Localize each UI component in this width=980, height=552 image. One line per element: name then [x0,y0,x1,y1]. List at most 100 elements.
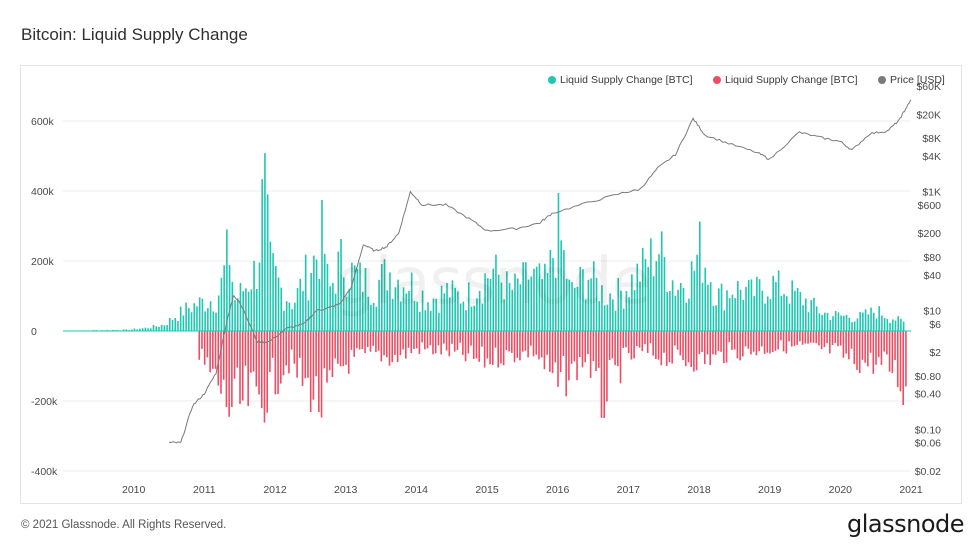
positive-bar [549,249,552,331]
positive-bar [429,311,432,331]
negative-bar [309,331,312,412]
negative-bar [440,331,442,355]
positive-bar [288,302,291,331]
negative-bar [410,331,413,354]
positive-bar [590,278,592,331]
negative-bar [521,331,524,352]
price-line [168,99,912,444]
legend-item-negative[interactable]: Liquid Supply Change [BTC] [713,74,858,86]
negative-bar [269,331,271,373]
positive-bar [133,328,136,331]
negative-bar [703,331,706,365]
positive-bar [840,315,842,331]
negative-bar [801,331,804,345]
negative-bar [877,331,880,358]
positive-bar [628,297,630,331]
negative-bar [592,331,595,362]
positive-bar [579,266,582,331]
positive-bar [299,278,302,331]
legend-item-positive[interactable]: Liquid Supply Change [BTC] [548,74,693,86]
positive-bar [783,294,785,331]
negative-bar [894,331,896,360]
positive-bar [413,301,416,331]
positive-bar [614,310,617,331]
positive-bar [478,290,481,331]
positive-bar [454,287,456,331]
positive-bar [266,194,269,331]
legend-label: Price [USD] [890,74,945,86]
positive-bar [152,324,155,331]
positive-bar [348,288,350,331]
positive-bar [370,304,372,331]
positive-bar [171,319,174,331]
negative-bar [233,331,236,379]
positive-bar [737,280,739,331]
positive-bar [891,319,894,331]
negative-bar [394,331,396,355]
positive-bar [364,268,367,331]
positive-bar [139,328,141,331]
positive-bar [704,267,707,331]
negative-bar [804,331,807,344]
negative-bar [502,331,505,366]
positive-bar [397,279,399,331]
negative-bar [896,331,899,388]
positive-bar [864,309,867,331]
positive-bar [160,324,163,331]
positive-bar [810,300,813,331]
gray-dot-icon [878,76,886,84]
negative-bar [657,331,660,360]
brand-logo: glassnode [847,510,965,538]
x-tick-label: 2013 [334,484,358,496]
negative-bar [606,331,608,402]
negative-bar [486,331,489,359]
negative-bar [252,331,255,372]
positive-bar [530,276,533,331]
negative-bar [464,331,467,362]
positive-bar [712,305,715,331]
positive-bar [824,312,826,331]
negative-bar [497,331,500,368]
y-right-tick-label: $6 [929,319,941,331]
positive-bar [647,267,649,331]
negative-bar [549,331,551,372]
negative-bar [739,331,741,361]
positive-bar [367,296,370,331]
positive-bar [272,253,274,331]
positive-bar [742,300,745,331]
positive-bar [739,289,742,331]
positive-bar [489,279,492,331]
positive-bar [122,329,125,331]
positive-bar [897,316,900,331]
negative-bar [391,331,394,363]
positive-bar [255,289,258,331]
positive-bar [557,192,560,331]
positive-bar [785,296,788,331]
positive-bar [353,265,356,331]
negative-bar [236,331,239,368]
negative-bar [353,331,355,357]
negative-bar [652,331,654,356]
positive-bar [245,288,247,331]
positive-bar [516,278,519,331]
negative-bar [345,331,347,365]
positive-bar [419,311,421,331]
positive-bar [761,290,764,331]
negative-bar [888,331,891,372]
positive-bar [546,273,549,331]
negative-bar [445,331,448,351]
positive-bar [552,258,554,331]
negative-bar [880,331,883,365]
negative-bar [475,331,478,359]
positive-bar [601,285,603,331]
negative-bar [665,331,668,366]
negative-bar [380,331,383,362]
positive-bar [720,283,723,331]
negative-bar [255,331,258,387]
negative-bar [241,331,244,401]
chart-panel: -400k -200k 0 200k 400k 600k $0.02 $0.06 $0.10 $0… [20,65,962,504]
positive-bar [851,322,853,331]
positive-bar [285,301,288,331]
legend-item-price[interactable]: Price [USD] [878,74,945,86]
negative-bar [872,331,875,374]
